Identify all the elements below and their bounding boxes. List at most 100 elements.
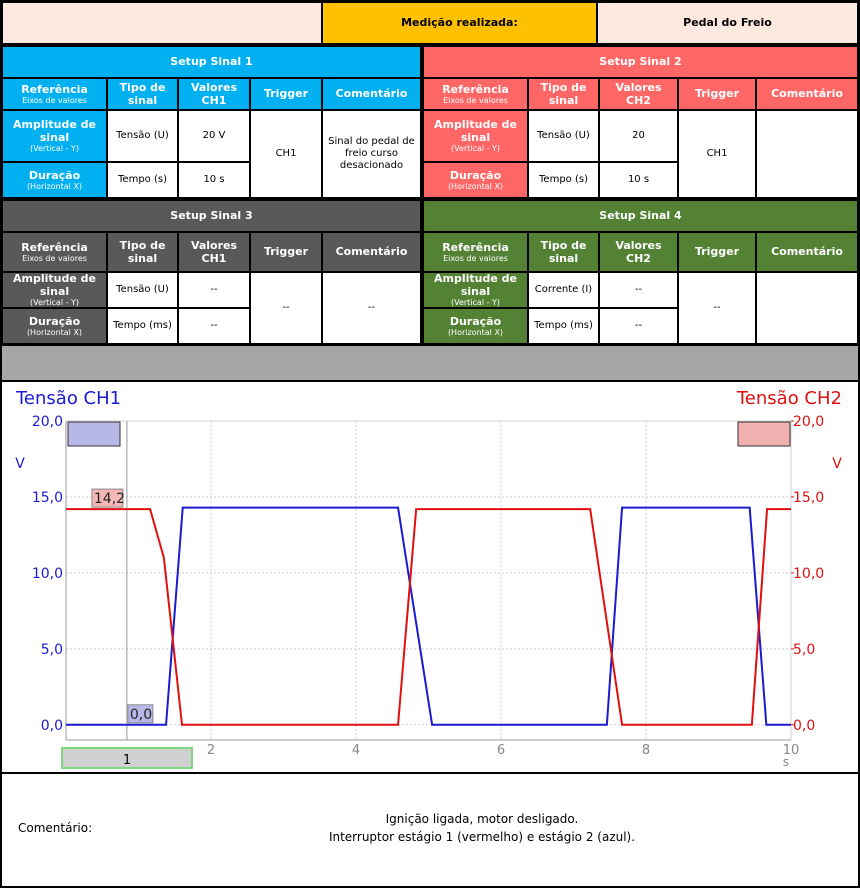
comment-label: Comentário: [18,821,93,835]
signal-value: -- [599,272,678,308]
y-axis-label: V [15,456,25,472]
cell-text: -- [367,302,376,313]
cell-text: Tensão (U) [116,284,169,295]
cell-text: Setup Sinal 2 [599,55,682,69]
cell-subtitle: (Vertical - Y) [29,144,80,154]
cell-text: Tipo de sinal [119,80,166,107]
cell-text: -- [634,284,643,295]
column-header: Tipo de sinal [528,78,599,110]
column-header: Comentário [756,78,858,110]
column-header: Trigger [250,78,322,110]
column-header: Tipo de sinal [107,232,178,272]
column-header: Trigger [678,78,756,110]
cell-text: Tipo de sinal [540,238,587,265]
axis-icon [67,421,121,447]
comment [756,110,858,198]
cell-title: Referência [21,240,88,254]
cell-text: -- [210,320,218,331]
cell-text: Setup Sinal 1 [170,55,253,69]
axis-icon [737,421,791,447]
cell-text: Setup Sinal 3 [170,209,253,223]
column-header: Referência Eixos de valores [2,78,107,110]
cell-text: Sinal do pedal de freio curso desacionad… [328,136,415,171]
cell-subtitle: (Vertical - Y) [29,298,80,308]
cell-text: Setup Sinal 4 [599,209,682,223]
column-header: Referência Eixos de valores [2,232,107,272]
trigger: CH1 [678,110,756,198]
cell-title: Referência [442,82,509,96]
row-reference: Amplitude de sinal (Vertical - Y) [2,110,107,162]
cell-title: Amplitude de sinal [434,272,517,299]
cell-title: Duração [449,314,502,328]
column-header: Tipo de sinal [107,78,178,110]
cell-subtitle: (Horizontal X) [447,327,504,337]
comment-line: Interruptor estágio 1 (vermelho) e estág… [328,830,636,844]
column-header: Valores CH2 [599,78,678,110]
series-line [66,508,791,726]
cursor-reading-label: 0,0 [130,707,152,723]
header-value: Pedal do Freio [597,2,858,44]
x-tick-label: 8 [642,743,650,758]
cell-subtitle: Eixos de valores [22,95,87,105]
signal-type: Tempo (s) [528,162,599,198]
cell-text: Comentário [771,245,843,259]
cell-subtitle: (Horizontal X) [26,327,83,337]
signal-value: -- [599,308,678,344]
x-tick-label: 2 [207,743,215,758]
cell-title: Referência [442,240,509,254]
cell-text: CH1 [275,148,297,159]
cursor-reading-box [127,704,154,724]
signal-type: Tensão (U) [107,272,178,308]
row-reference: Duração (Horizontal X) [2,308,107,344]
cell-title: Duração [28,314,81,328]
cell-text: Trigger [694,87,740,101]
cell-subtitle: Eixos de valores [443,95,508,105]
comment: -- [322,272,421,344]
cell-subtitle: Eixos de valores [443,253,508,263]
y2-tick-label: 15,0 [793,490,824,506]
comment [756,272,858,344]
signal-type: Tensão (U) [528,110,599,162]
signal-value: -- [178,308,250,344]
trigger: CH1 [250,110,322,198]
y2-tick-label: 5,0 [793,642,815,658]
y-tick-label: 20,0 [32,414,63,430]
row-reference: Duração (Horizontal X) [2,162,107,198]
row-reference: Amplitude de sinal (Vertical - Y) [2,272,107,308]
y2-axis-label: V [832,456,842,472]
trigger: -- [678,272,756,344]
cell-text: Trigger [694,245,740,259]
cell-text: Valores CH1 [190,80,238,107]
cell-subtitle: (Horizontal X) [26,181,83,191]
cell-text: Tempo (s) [118,174,167,185]
header-label: Medição realizada: [322,2,597,44]
signal-value: -- [178,272,250,308]
signal-type: Tempo (ms) [107,308,178,344]
cell-text: Tensão (U) [537,130,590,141]
y-tick-label: 5,0 [41,642,63,658]
cursor-handle [61,747,193,769]
header-blank [2,2,322,44]
cell-title: Amplitude de sinal [434,118,517,145]
x-tick-label: 4 [352,743,360,758]
cell-text: Tempo (ms) [534,320,593,331]
y2-tick-label: 20,0 [793,414,824,430]
cell-text: -- [282,302,290,313]
row-reference: Duração (Horizontal X) [423,308,528,344]
header-label-text: Medição realizada: [401,16,518,30]
cell-title: Duração [449,168,502,182]
cell-text: Tipo de sinal [119,238,166,265]
column-header: Valores CH2 [599,232,678,272]
x-tick-label: 10 [783,743,800,758]
column-header: Comentário [322,78,421,110]
x-axis-label: s [783,755,789,769]
y-tick-label: 15,0 [32,490,63,506]
cell-text: Tempo (s) [539,174,588,185]
cursor-label: 1 [123,753,131,768]
plot-area [65,420,792,741]
cell-title: Amplitude de sinal [13,272,96,299]
cell-text: Comentário [771,87,843,101]
column-header: Trigger [678,232,756,272]
signal-type: Tempo (ms) [528,308,599,344]
